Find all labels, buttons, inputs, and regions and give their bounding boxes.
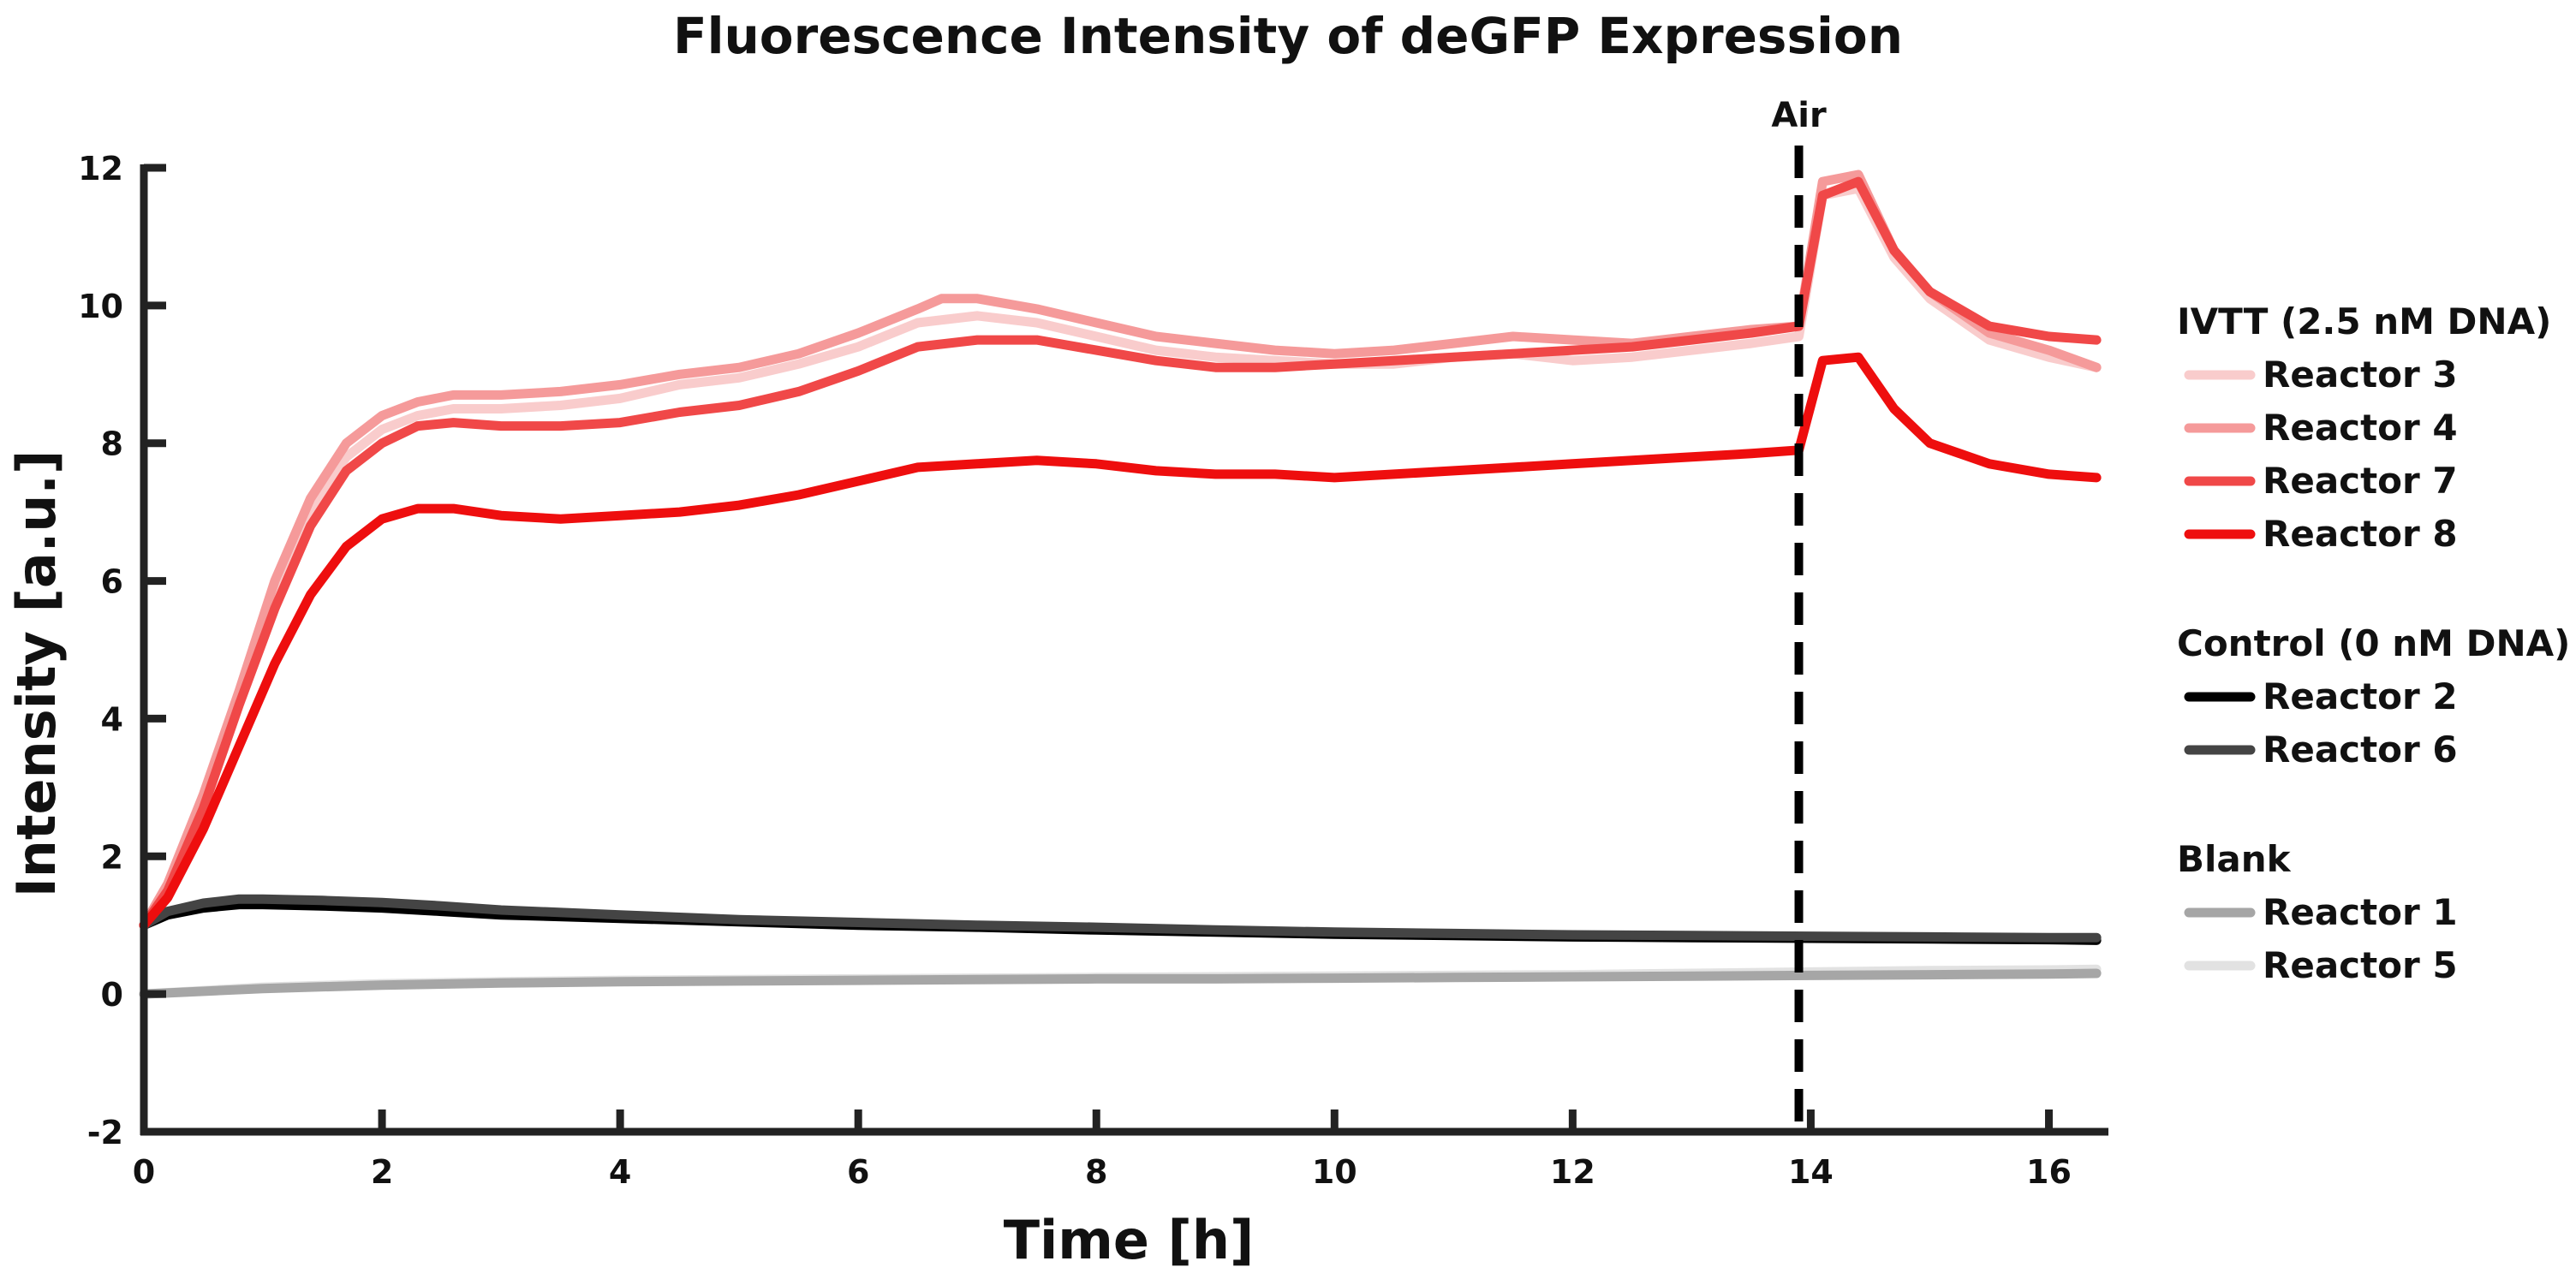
x-tick-label: 0 bbox=[133, 1153, 155, 1191]
x-tick-label: 6 bbox=[847, 1153, 869, 1191]
y-tick-label: 6 bbox=[101, 563, 123, 601]
legend-entry-label: Reactor 6 bbox=[2263, 729, 2458, 770]
legend-entry-label: Reactor 3 bbox=[2263, 354, 2458, 396]
y-tick-label: 0 bbox=[101, 976, 123, 1014]
series-line-reactor-7 bbox=[139, 176, 2102, 931]
x-tick-label: 12 bbox=[1550, 1153, 1595, 1191]
y-axis-label: Intensity [a.u.] bbox=[5, 450, 68, 898]
legend-entry-label: Reactor 1 bbox=[2263, 891, 2458, 933]
series-line-reactor-6 bbox=[139, 894, 2102, 943]
x-tick-label: 2 bbox=[371, 1153, 393, 1191]
y-tick-label: 4 bbox=[101, 700, 123, 738]
x-tick-label: 10 bbox=[1312, 1153, 1357, 1191]
legend-entry-label: Reactor 8 bbox=[2263, 513, 2458, 555]
y-tick-label: 12 bbox=[78, 150, 123, 187]
series-line-reactor-1 bbox=[139, 968, 2102, 999]
legend-group-header: IVTT (2.5 nM DNA) bbox=[2177, 300, 2551, 342]
x-axis-label: Time [h] bbox=[1004, 1209, 1255, 1271]
y-tick-label: 8 bbox=[101, 425, 123, 463]
x-tick-label: 8 bbox=[1085, 1153, 1107, 1191]
legend-group-header: Blank bbox=[2177, 838, 2292, 880]
x-tick-label: 16 bbox=[2026, 1153, 2072, 1191]
y-tick-label: 10 bbox=[78, 288, 123, 325]
y-tick-label: 2 bbox=[101, 838, 123, 876]
plot-area: Air bbox=[139, 96, 2102, 1132]
chart-title: Fluorescence Intensity of deGFP Expressi… bbox=[673, 7, 1903, 65]
legend-group-header: Control (0 nM DNA) bbox=[2177, 622, 2570, 664]
axes: 0 2 4 6 8 10 12 14 16 -2 0 2 4 6 8 10 12 bbox=[78, 150, 2108, 1191]
legend-entry-label: Reactor 7 bbox=[2263, 460, 2458, 502]
x-tick-label: 14 bbox=[1788, 1153, 1834, 1191]
series-line-reactor-8 bbox=[139, 352, 2102, 931]
legend-entry-label: Reactor 5 bbox=[2263, 944, 2458, 986]
y-tick-label: -2 bbox=[87, 1114, 123, 1151]
x-tick-label: 4 bbox=[609, 1153, 631, 1191]
legend-entry-label: Reactor 2 bbox=[2263, 675, 2458, 717]
legend-entry-label: Reactor 4 bbox=[2263, 407, 2458, 449]
annotation-label-air: Air bbox=[1771, 96, 1827, 135]
legend: IVTT (2.5 nM DNA) Reactor 3 Reactor 4 React… bbox=[2177, 300, 2570, 986]
